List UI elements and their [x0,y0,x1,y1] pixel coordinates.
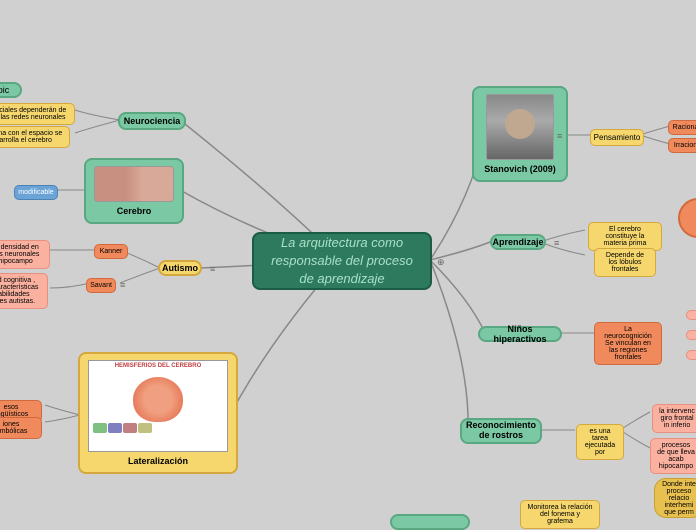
hemisphere-image: HEMISFERIOS DEL CEREBRO [88,360,228,452]
expand-icon[interactable]: ≡ [210,264,220,274]
lateralizacion-node[interactable]: HEMISFERIOS DEL CEREBRO Lateralización [78,352,238,474]
aut-sub1[interactable]: a una densidad en los pos neuronales del… [0,240,50,269]
autismo-node[interactable]: Autismo [158,260,202,276]
apr-sub1[interactable]: El cerebro constituye la materia prima [588,222,662,251]
orange-circle[interactable] [678,198,696,238]
small-r1[interactable] [686,310,696,320]
bottom-green[interactable] [390,514,470,530]
central-line2: responsable del proceso [271,252,413,270]
cerebro-node[interactable]: Cerebro [84,158,184,224]
aprendizaje-label: Aprendizaje [493,237,544,247]
modificable-node[interactable]: modificable [14,185,58,200]
topic-label: opic [0,85,9,95]
expand-icon[interactable]: ≡ [120,280,130,290]
portrait-image [486,94,554,160]
monitorea-node[interactable]: Monitorea la relación del fonema y grafe… [520,500,600,529]
stanovich-label: Stanovich (2009) [484,164,556,174]
central-line1: La arquitectura como [281,234,403,252]
donde-node[interactable]: Donde inte proceso relacio interhemi que… [654,478,696,518]
stanovich-node[interactable]: Stanovich (2009) [472,86,568,182]
ninos-sub[interactable]: La neurocognición Se vinculan en las reg… [594,322,662,365]
expand-icon[interactable]: ⊕ [437,257,447,267]
savant-node[interactable]: Savant [86,278,116,293]
irracional-node[interactable]: Irracion [668,138,696,153]
rec-l2: de rostros [479,431,523,441]
autismo-label: Autismo [162,263,198,273]
ninos-label: Niños hiperactivos [490,324,550,344]
central-node[interactable]: La arquitectura como responsable del pro… [252,232,432,290]
aprendizaje-node[interactable]: Aprendizaje [490,234,546,250]
topic-node[interactable]: opic [0,82,22,98]
lat-sub2[interactable]: iones simbólicas [0,417,42,439]
neuro-sub2[interactable]: relaciona con el espacio se desarrolla e… [0,126,70,148]
reconocimiento-node[interactable]: Reconocimiento de rostros [460,418,542,444]
neurociencia-node[interactable]: Neurociencia [118,112,186,130]
cerebro-label: Cerebro [117,206,152,216]
central-line3: de aprendizaje [299,270,384,288]
apr-sub2[interactable]: Depende de los lóbulos frontales [594,248,656,277]
aut-sub2[interactable]: alidad cognitiva , ndo características a… [0,273,48,309]
kanner-node[interactable]: Kanner [94,244,128,259]
pensamiento-node[interactable]: Pensamiento [590,129,644,146]
rec-sub2[interactable]: procesos de que lleva acab hipocampo [650,438,696,474]
racional-node[interactable]: Raciona [668,120,696,135]
rec-sub1[interactable]: la intervenc giro frontal in inferio [652,404,696,433]
lateralizacion-label: Lateralización [128,456,188,466]
small-r3[interactable] [686,350,696,360]
brain-image [94,166,174,202]
expand-icon[interactable]: ≡ [554,238,564,248]
neurociencia-label: Neurociencia [124,116,181,126]
ninos-node[interactable]: Niños hiperactivos [478,326,562,342]
expand-icon[interactable]: ≡ [557,131,567,141]
small-r2[interactable] [686,330,696,340]
neuro-sub1[interactable]: des sociales dependerán de ión de las re… [0,103,75,125]
rec-sub[interactable]: es una tarea ejecutada por [576,424,624,460]
